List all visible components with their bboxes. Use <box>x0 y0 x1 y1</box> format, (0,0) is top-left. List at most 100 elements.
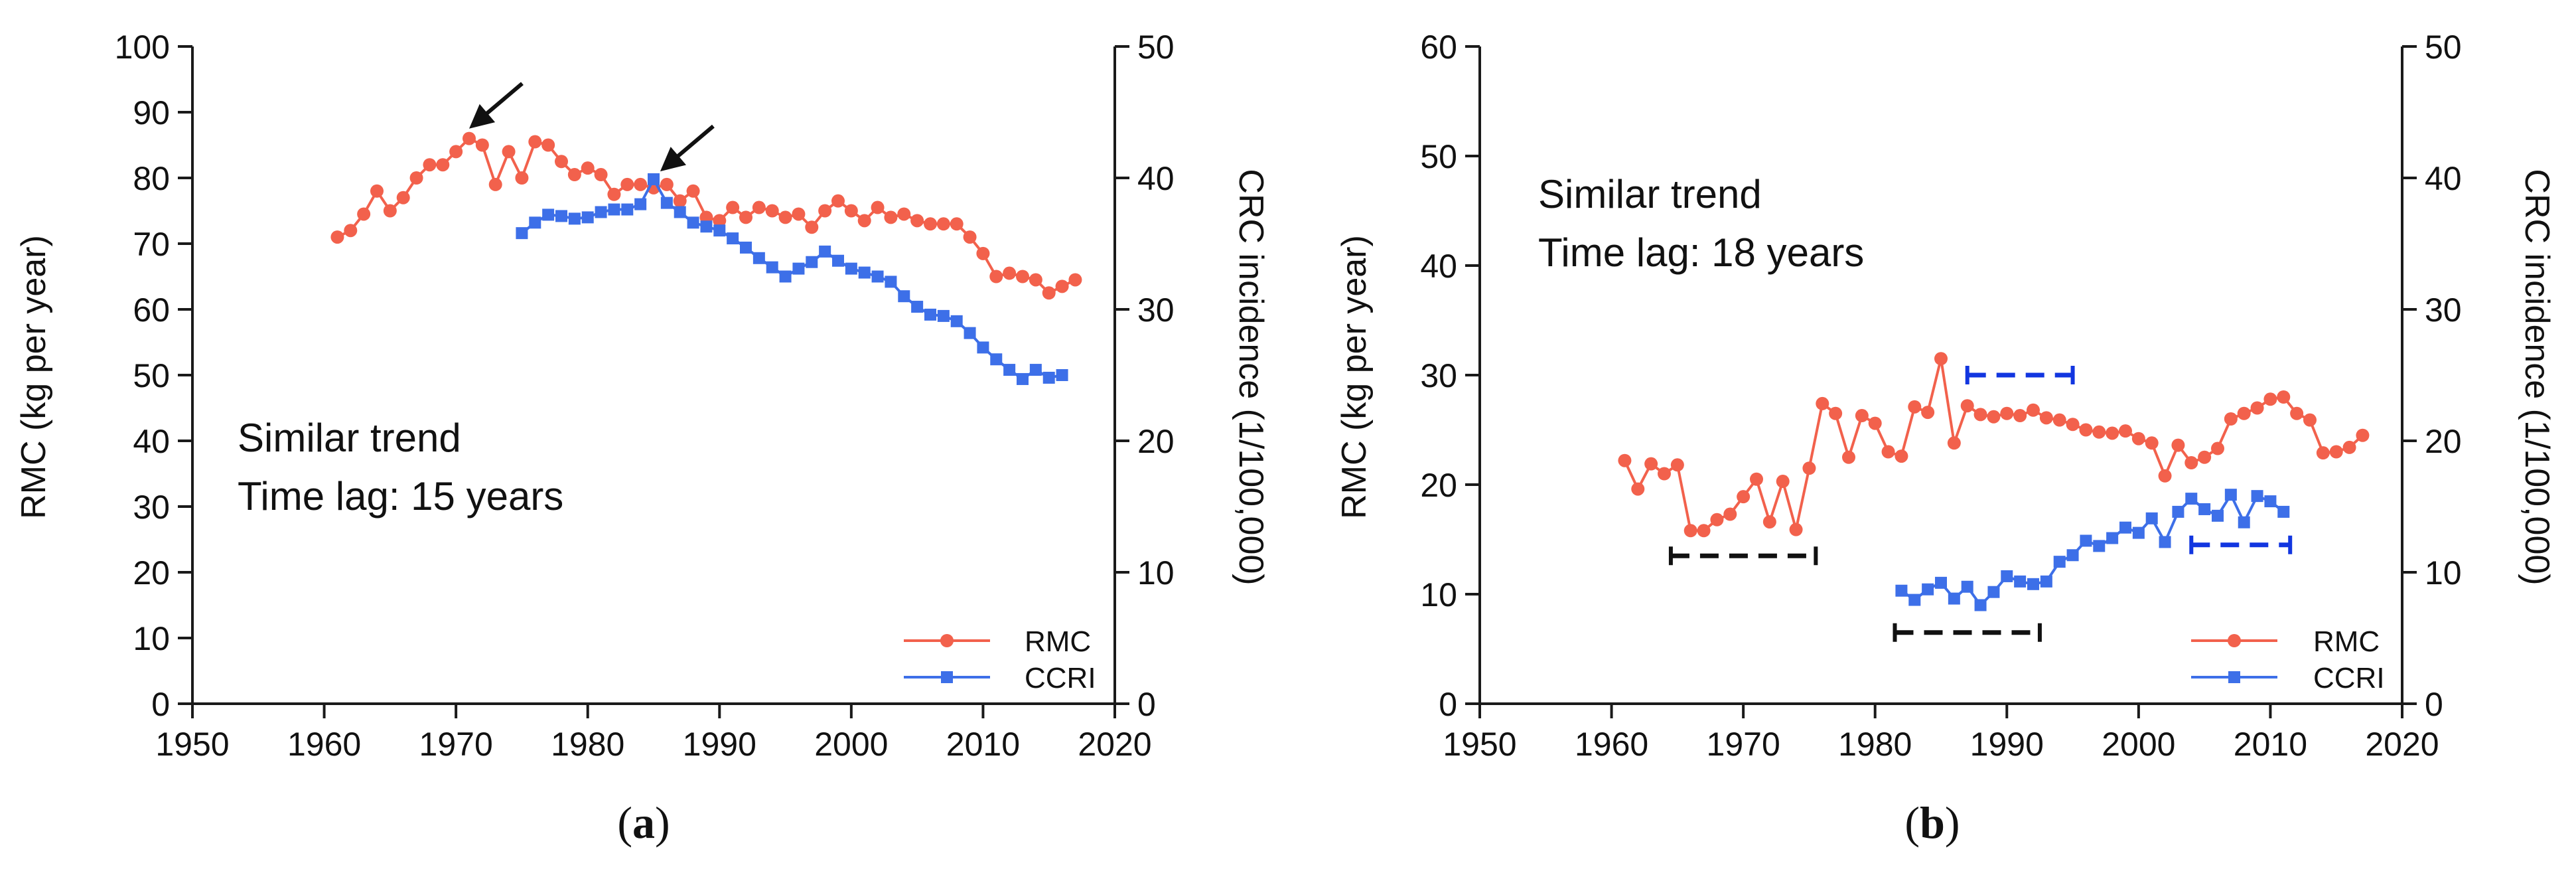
right-tick-label-b-50: 50 <box>2425 29 2462 66</box>
data-point-rmc-b-1974 <box>1789 522 1803 536</box>
right-tick-label-a-50: 50 <box>1137 29 1175 66</box>
left-tick-label-a-0: 0 <box>151 686 170 723</box>
data-point-rmc-b-2004 <box>2184 456 2198 469</box>
data-point-ccri-a-2008 <box>950 315 963 327</box>
data-point-ccri-b-1994 <box>2053 556 2066 568</box>
data-point-rmc-b-1993 <box>2039 411 2053 425</box>
data-point-rmc-a-1982 <box>607 187 621 201</box>
data-point-rmc-b-1962 <box>1631 482 1645 496</box>
x-tick-label-b-1960: 1960 <box>1575 726 1648 763</box>
data-point-rmc-b-1981 <box>1881 445 1895 459</box>
data-point-rmc-a-1988 <box>686 184 700 198</box>
data-point-ccri-b-2009 <box>2251 490 2263 503</box>
data-point-ccri-b-2000 <box>2132 526 2145 539</box>
data-point-rmc-a-1965 <box>383 204 397 218</box>
legend-label-ccri-b: CCRI <box>2313 662 2385 694</box>
right-tick-label-a-0: 0 <box>1137 686 1156 723</box>
data-point-ccri-a-2009 <box>964 327 976 339</box>
data-point-rmc-b-1992 <box>2027 403 2040 417</box>
data-point-ccri-a-1986 <box>660 197 673 209</box>
caption-open-a: ( <box>617 797 632 848</box>
data-point-rmc-a-2010 <box>976 246 990 260</box>
right-tick-label-a-10: 10 <box>1137 554 1175 592</box>
data-point-rmc-a-1986 <box>660 177 674 191</box>
right-tick-label-b-20: 20 <box>2425 423 2462 460</box>
data-point-rmc-a-2015 <box>1042 286 1056 300</box>
data-point-rmc-a-1996 <box>792 207 806 221</box>
x-tick-label-a-1970: 1970 <box>419 726 493 763</box>
left-tick-label-b-0: 0 <box>1439 686 1457 723</box>
left-tick-label-b-20: 20 <box>1420 467 1457 504</box>
series-line-ccri-b <box>1900 493 2285 607</box>
annotation-line-1-b: Similar trend <box>1538 172 1762 216</box>
left-tick-label-b-60: 60 <box>1420 29 1457 66</box>
right-tick-label-b-10: 10 <box>2425 554 2462 592</box>
arrow-icon-a-2 <box>660 147 687 172</box>
data-point-ccri-a-1992 <box>740 241 752 254</box>
data-point-ccri-a-2013 <box>1017 372 1029 385</box>
data-point-ccri-a-1998 <box>819 245 831 258</box>
caption-letter-a: a <box>632 797 655 848</box>
right-axis-title-a: CRC incidence (1/100,000) <box>1232 169 1270 585</box>
right-tick-label-a-40: 40 <box>1137 160 1175 197</box>
data-point-ccri-b-2007 <box>2224 489 2237 501</box>
data-point-rmc-a-1998 <box>818 204 832 218</box>
data-point-ccri-a-1977 <box>542 208 555 221</box>
right-tick-label-a-30: 30 <box>1137 291 1175 329</box>
data-point-rmc-a-1973 <box>488 177 502 191</box>
data-point-rmc-b-1965 <box>1670 458 1684 472</box>
data-point-ccri-b-2003 <box>2172 505 2184 518</box>
x-tick-label-a-1960: 1960 <box>287 726 361 763</box>
data-point-ccri-a-2014 <box>1029 364 1042 376</box>
data-point-ccri-a-1996 <box>792 262 805 275</box>
data-point-rmc-b-1989 <box>1987 410 2001 424</box>
data-point-rmc-b-2010 <box>2263 392 2277 406</box>
caption-open-b: ( <box>1904 797 1920 848</box>
data-point-ccri-a-1983 <box>621 203 634 216</box>
left-tick-label-b-10: 10 <box>1420 576 1457 613</box>
data-point-ccri-a-2011 <box>990 353 1003 366</box>
data-point-ccri-b-1999 <box>2119 521 2131 534</box>
data-point-ccri-b-1982 <box>1895 584 1908 597</box>
data-point-rmc-a-1981 <box>594 168 608 182</box>
data-point-rmc-a-1967 <box>409 171 423 185</box>
right-tick-label-b-30: 30 <box>2425 291 2462 329</box>
data-point-ccri-a-2010 <box>977 341 989 354</box>
data-point-ccri-a-1993 <box>752 252 765 264</box>
data-point-ccri-a-2012 <box>1003 364 1016 376</box>
data-point-ccri-a-1982 <box>608 203 620 216</box>
left-tick-label-b-40: 40 <box>1420 248 1457 285</box>
data-point-rmc-a-2004 <box>897 207 911 221</box>
data-point-rmc-a-2006 <box>924 217 937 231</box>
data-point-rmc-a-1963 <box>357 207 371 221</box>
data-point-ccri-b-1992 <box>2027 578 2039 590</box>
data-point-ccri-b-1996 <box>2080 534 2092 547</box>
data-point-rmc-b-1976 <box>1816 396 1829 410</box>
data-point-rmc-b-1998 <box>2106 426 2119 440</box>
data-point-rmc-a-2017 <box>1068 273 1082 287</box>
data-point-ccri-a-2005 <box>911 301 924 313</box>
data-point-rmc-b-2000 <box>2131 432 2145 445</box>
data-point-rmc-a-1961 <box>330 230 344 244</box>
data-point-ccri-a-1990 <box>713 224 726 237</box>
data-point-rmc-a-2016 <box>1055 280 1069 293</box>
left-tick-label-b-50: 50 <box>1420 138 1457 175</box>
chart-panel-b: RMC (kg per year) CRC incidence (1/100,0… <box>1335 29 2556 848</box>
data-point-ccri-b-1998 <box>2106 532 2119 544</box>
data-point-rmc-b-1978 <box>1842 450 1855 464</box>
data-point-rmc-b-1995 <box>2066 418 2080 432</box>
data-point-ccri-b-2011 <box>2277 505 2290 518</box>
data-point-rmc-a-1969 <box>436 158 450 172</box>
data-point-rmc-b-2013 <box>2303 413 2317 427</box>
data-point-rmc-b-2001 <box>2145 436 2159 450</box>
right-tick-label-a-20: 20 <box>1137 423 1175 460</box>
data-point-rmc-a-1997 <box>805 220 819 234</box>
data-point-ccri-a-2006 <box>924 308 936 321</box>
data-point-rmc-b-1963 <box>1644 457 1658 471</box>
legend-marker-rmc-a <box>940 634 954 647</box>
data-point-rmc-a-1966 <box>396 191 410 204</box>
data-point-rmc-b-1969 <box>1723 507 1737 521</box>
data-point-rmc-b-1975 <box>1802 461 1816 475</box>
data-point-ccri-a-1975 <box>516 227 528 240</box>
